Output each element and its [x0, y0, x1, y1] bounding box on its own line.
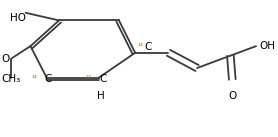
Text: ¹³: ¹³	[31, 76, 37, 82]
Text: C: C	[145, 42, 152, 52]
Text: O: O	[228, 91, 236, 101]
Text: HO: HO	[10, 13, 26, 23]
Text: OH: OH	[259, 41, 275, 51]
Text: ¹³: ¹³	[137, 44, 143, 50]
Text: O: O	[1, 54, 9, 64]
Text: C: C	[99, 74, 106, 84]
Text: CH₃: CH₃	[2, 74, 21, 84]
Text: H: H	[97, 91, 105, 101]
Text: C: C	[45, 74, 52, 84]
Text: ¹³: ¹³	[86, 76, 91, 82]
